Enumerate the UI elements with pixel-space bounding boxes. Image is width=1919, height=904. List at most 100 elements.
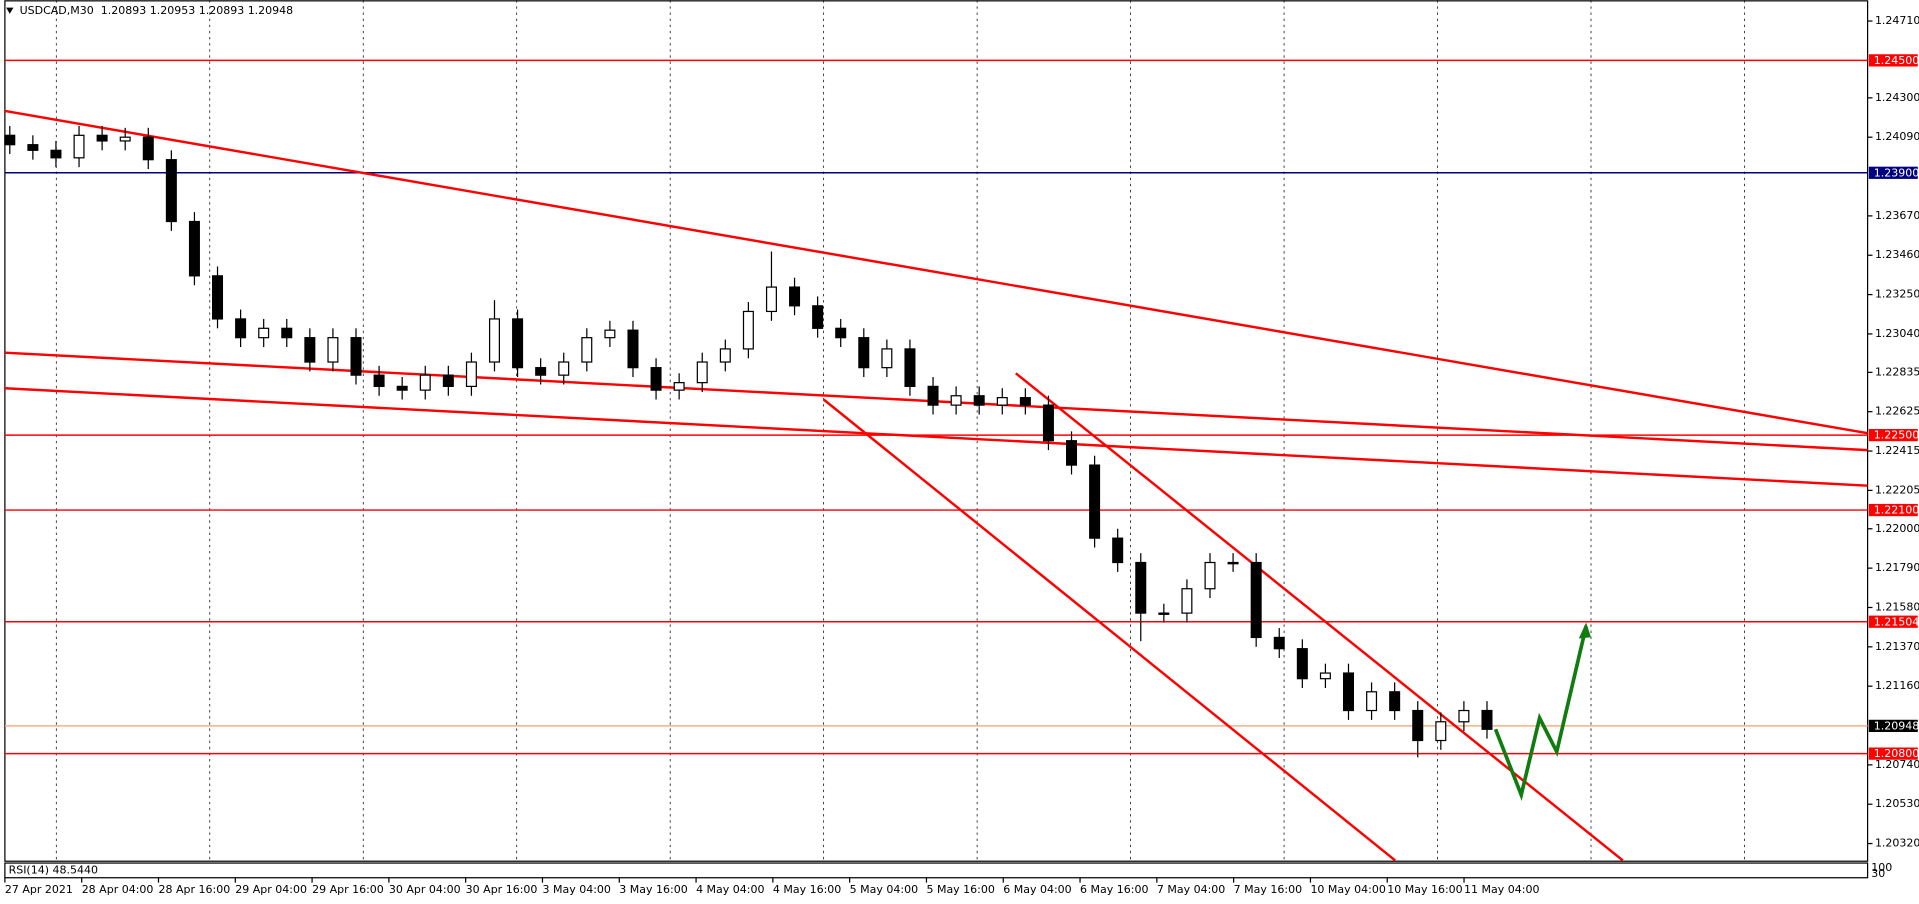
x-tick-label: 29 Apr 16:00 [312, 883, 384, 896]
candle-body [1366, 691, 1378, 712]
candle-body [1042, 404, 1054, 442]
indicator-frame [4, 862, 1869, 879]
level-label: 1.22100 [1874, 504, 1919, 517]
level-label-box [1868, 166, 1918, 179]
candle-body [4, 134, 16, 146]
y-tick-label: 1.24090 [1875, 130, 1919, 143]
candle-body [1112, 537, 1124, 564]
indicator-scale: 100 [1871, 861, 1892, 874]
level-label-box [1868, 54, 1918, 67]
candle-body [304, 337, 316, 363]
candle-body [1273, 636, 1285, 650]
y-tick-label: 1.21160 [1875, 679, 1919, 692]
x-tick-label: 7 May 04:00 [1157, 883, 1225, 896]
candle-body [258, 327, 270, 339]
y-tick-label: 1.21790 [1875, 561, 1919, 574]
candle-body [1389, 691, 1401, 712]
candle-body [881, 348, 893, 369]
candle-body [558, 361, 570, 376]
candle-body [789, 286, 801, 307]
candle-body [765, 286, 777, 313]
x-tick-label: 3 May 04:00 [542, 883, 610, 896]
level-label: 1.20800 [1874, 747, 1919, 760]
candle-body [50, 149, 62, 159]
x-tick-label: 5 May 04:00 [850, 883, 918, 896]
candle-body [1181, 588, 1193, 614]
trend-line [1015, 372, 1624, 862]
level-label-box [1868, 428, 1918, 442]
level-label-box [1868, 615, 1918, 628]
candle-body [1319, 672, 1331, 680]
level-label: 1.24500 [1874, 54, 1919, 67]
y-tick-label: 1.22625 [1875, 405, 1919, 418]
candle-body [465, 361, 477, 388]
x-tick-label: 6 May 04:00 [1003, 883, 1071, 896]
y-tick-label: 1.21580 [1875, 600, 1919, 613]
level-label-box [1868, 503, 1918, 517]
x-tick-label: 28 Apr 16:00 [158, 883, 230, 896]
level-label-box [1868, 747, 1918, 760]
candle-body [281, 327, 293, 339]
candle-body [373, 374, 385, 388]
candle-body [327, 337, 339, 363]
candle-body [1342, 672, 1355, 712]
candle-body [27, 144, 39, 151]
x-tick-label: 3 May 16:00 [619, 883, 687, 896]
y-tick-label: 1.20740 [1875, 758, 1919, 771]
y-tick-label: 1.23460 [1875, 248, 1919, 261]
candle-body [488, 318, 501, 363]
candle-body [1019, 397, 1031, 406]
candle-body [627, 329, 639, 369]
level-label-box [1868, 719, 1918, 733]
y-tick-label: 1.22205 [1875, 483, 1919, 496]
candle-body [673, 382, 685, 391]
candle-body [512, 318, 524, 369]
candle-body [1458, 709, 1470, 723]
trend-line [822, 398, 1396, 862]
candle-body [1158, 612, 1170, 615]
y-tick-label: 1.24710 [1875, 14, 1919, 27]
candle-body [581, 337, 593, 363]
y-tick-label: 1.22415 [1875, 444, 1919, 457]
candle-body [212, 275, 224, 320]
menu-triangle[interactable] [6, 7, 14, 14]
candle-body [73, 134, 85, 159]
x-tick-label: 28 Apr 04:00 [82, 883, 154, 896]
candle-body [1435, 721, 1447, 742]
candle-body [235, 318, 247, 339]
candle-body [396, 385, 408, 391]
candle-body [1066, 440, 1078, 466]
trend-line [4, 109, 1868, 435]
candle-body [1204, 561, 1216, 590]
plot-frame [4, 0, 1869, 862]
x-tick-label: 4 May 16:00 [773, 883, 841, 896]
candle-body [119, 136, 131, 142]
x-tick-label: 30 Apr 04:00 [389, 883, 461, 896]
candle-body [350, 337, 362, 376]
x-tick-label: 7 May 16:00 [1234, 883, 1302, 896]
level-label: 1.23900 [1874, 166, 1919, 179]
x-tick-label: 10 May 16:00 [1387, 883, 1462, 896]
y-tick-label: 1.20320 [1875, 837, 1919, 850]
candle-body [1089, 464, 1101, 539]
candle-body [858, 337, 870, 369]
level-label: 1.20948 [1874, 720, 1919, 733]
candle-body [604, 329, 616, 339]
candle-body [142, 136, 154, 161]
candle-body [950, 395, 962, 406]
y-tick-label: 1.20530 [1875, 797, 1919, 810]
projection-path [1493, 625, 1588, 801]
indicator-label: RSI(14) 48.5440 [9, 863, 98, 876]
candle-body [835, 327, 847, 339]
x-tick-label: 27 Apr 2021 [5, 883, 73, 896]
candle-body [535, 367, 547, 376]
candle-body [973, 395, 985, 406]
candle-body [442, 374, 454, 388]
candle-body [812, 305, 824, 329]
trend-line [4, 387, 1868, 487]
projection-arrowhead [1578, 622, 1592, 639]
candle-body [1296, 648, 1308, 680]
candle-body [742, 310, 754, 350]
